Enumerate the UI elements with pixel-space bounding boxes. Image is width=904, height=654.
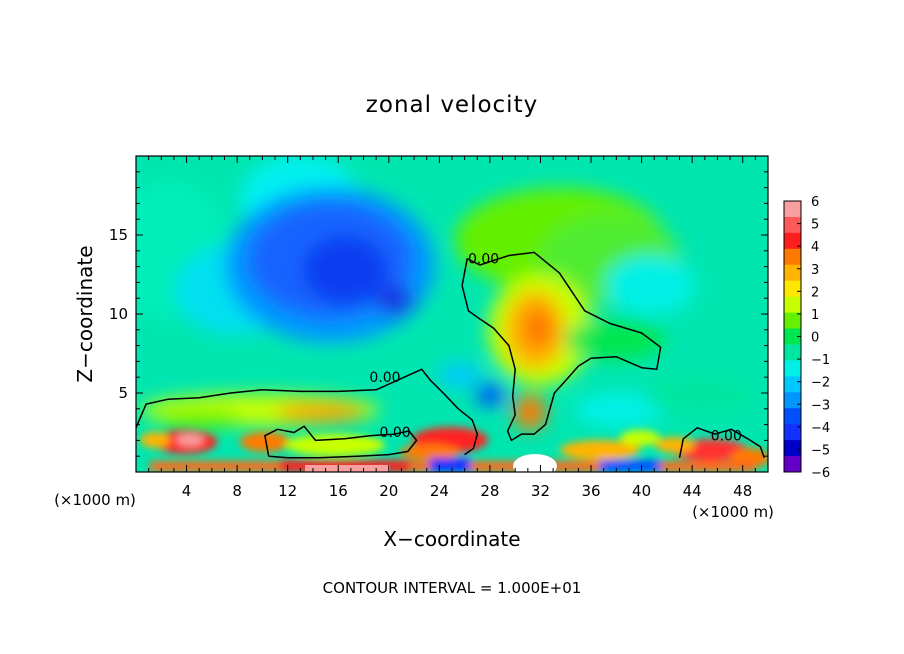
y-tick-label: 10 [109, 305, 128, 323]
contour-label: 0.00 [380, 425, 411, 441]
colorbar-label: −3 [811, 398, 830, 413]
colorbar-swatch [784, 216, 801, 234]
y-tick-label: 5 [118, 384, 128, 402]
x-tick-label: 28 [480, 482, 499, 500]
colorbar-label: −2 [811, 376, 830, 391]
colorbar-label: −5 [811, 443, 830, 458]
y-axis-ticks: 5 10 15 [109, 171, 768, 457]
colorbar-swatch [784, 264, 801, 282]
colorbar-swatch [784, 456, 801, 473]
contour-label: 0.00 [369, 370, 400, 386]
colorbar-swatch [784, 360, 801, 377]
x-tick-label: 12 [278, 482, 297, 500]
colorbar-label: 5 [811, 218, 819, 233]
heatmap-field [136, 156, 768, 472]
colorbar-swatch [784, 344, 801, 361]
x-axis-label: X−coordinate [383, 527, 520, 551]
contour-label: 0.00 [711, 428, 742, 444]
x-tick-label: 36 [581, 482, 600, 500]
colorbar-swatch [784, 424, 801, 441]
colorbar-swatch [784, 392, 801, 409]
colorbar-label: 2 [811, 285, 819, 300]
x-tick-label: 32 [531, 482, 550, 500]
contour-label: 0.00 [468, 251, 499, 267]
y-axis-label: Z−coordinate [73, 245, 97, 382]
colorbar-label: −4 [811, 421, 830, 436]
colorbar-swatch [784, 408, 801, 425]
colorbar-swatch [784, 312, 801, 330]
contour-interval-note: CONTOUR INTERVAL = 1.000E+01 [323, 579, 582, 597]
colorbar-label: 3 [811, 263, 819, 278]
colorbar-swatch [784, 201, 801, 218]
x-unit-left: (×1000 m) [54, 491, 136, 509]
colorbar-swatch [784, 328, 801, 345]
x-unit-right: (×1000 m) [692, 503, 774, 521]
colorbar-swatch [784, 248, 801, 266]
x-tick-label: 8 [232, 482, 242, 500]
x-tick-label: 40 [632, 482, 651, 500]
colorbar-label: −6 [811, 466, 830, 481]
x-tick-label: 24 [430, 482, 449, 500]
x-tick-label: 44 [683, 482, 702, 500]
contour-line [461, 251, 662, 442]
x-tick-label: 16 [329, 482, 348, 500]
colorbar-label: 0 [811, 331, 819, 346]
colorbar-swatch [784, 440, 801, 457]
colorbar-label: 1 [811, 308, 819, 323]
x-tick-label: 20 [379, 482, 398, 500]
colorbar-label: −1 [811, 353, 830, 368]
x-axis-ticks: 4 8 12 16 20 24 28 32 36 40 44 48 [148, 156, 756, 500]
chart-title: zonal velocity [366, 92, 538, 118]
colorbar-label: 4 [811, 240, 819, 255]
contour-layer [136, 251, 765, 459]
x-tick-label: 48 [733, 482, 752, 500]
contour-line [678, 427, 765, 459]
colorbar-swatch [784, 232, 801, 250]
colorbar-swatch [784, 376, 801, 393]
x-tick-label: 4 [182, 482, 192, 500]
contour-labels: 0.00 0.00 0.00 0.00 [369, 251, 742, 444]
y-tick-label: 15 [109, 226, 128, 244]
contour-line [136, 368, 479, 456]
contour-line [264, 425, 418, 459]
colorbar-label: 6 [811, 195, 819, 210]
colorbar-swatch [784, 296, 801, 314]
colorbar: 6 5 4 3 2 1 0 −1 −2 −3 −4 −5 −6 [783, 195, 830, 481]
colorbar-swatch [784, 280, 801, 298]
